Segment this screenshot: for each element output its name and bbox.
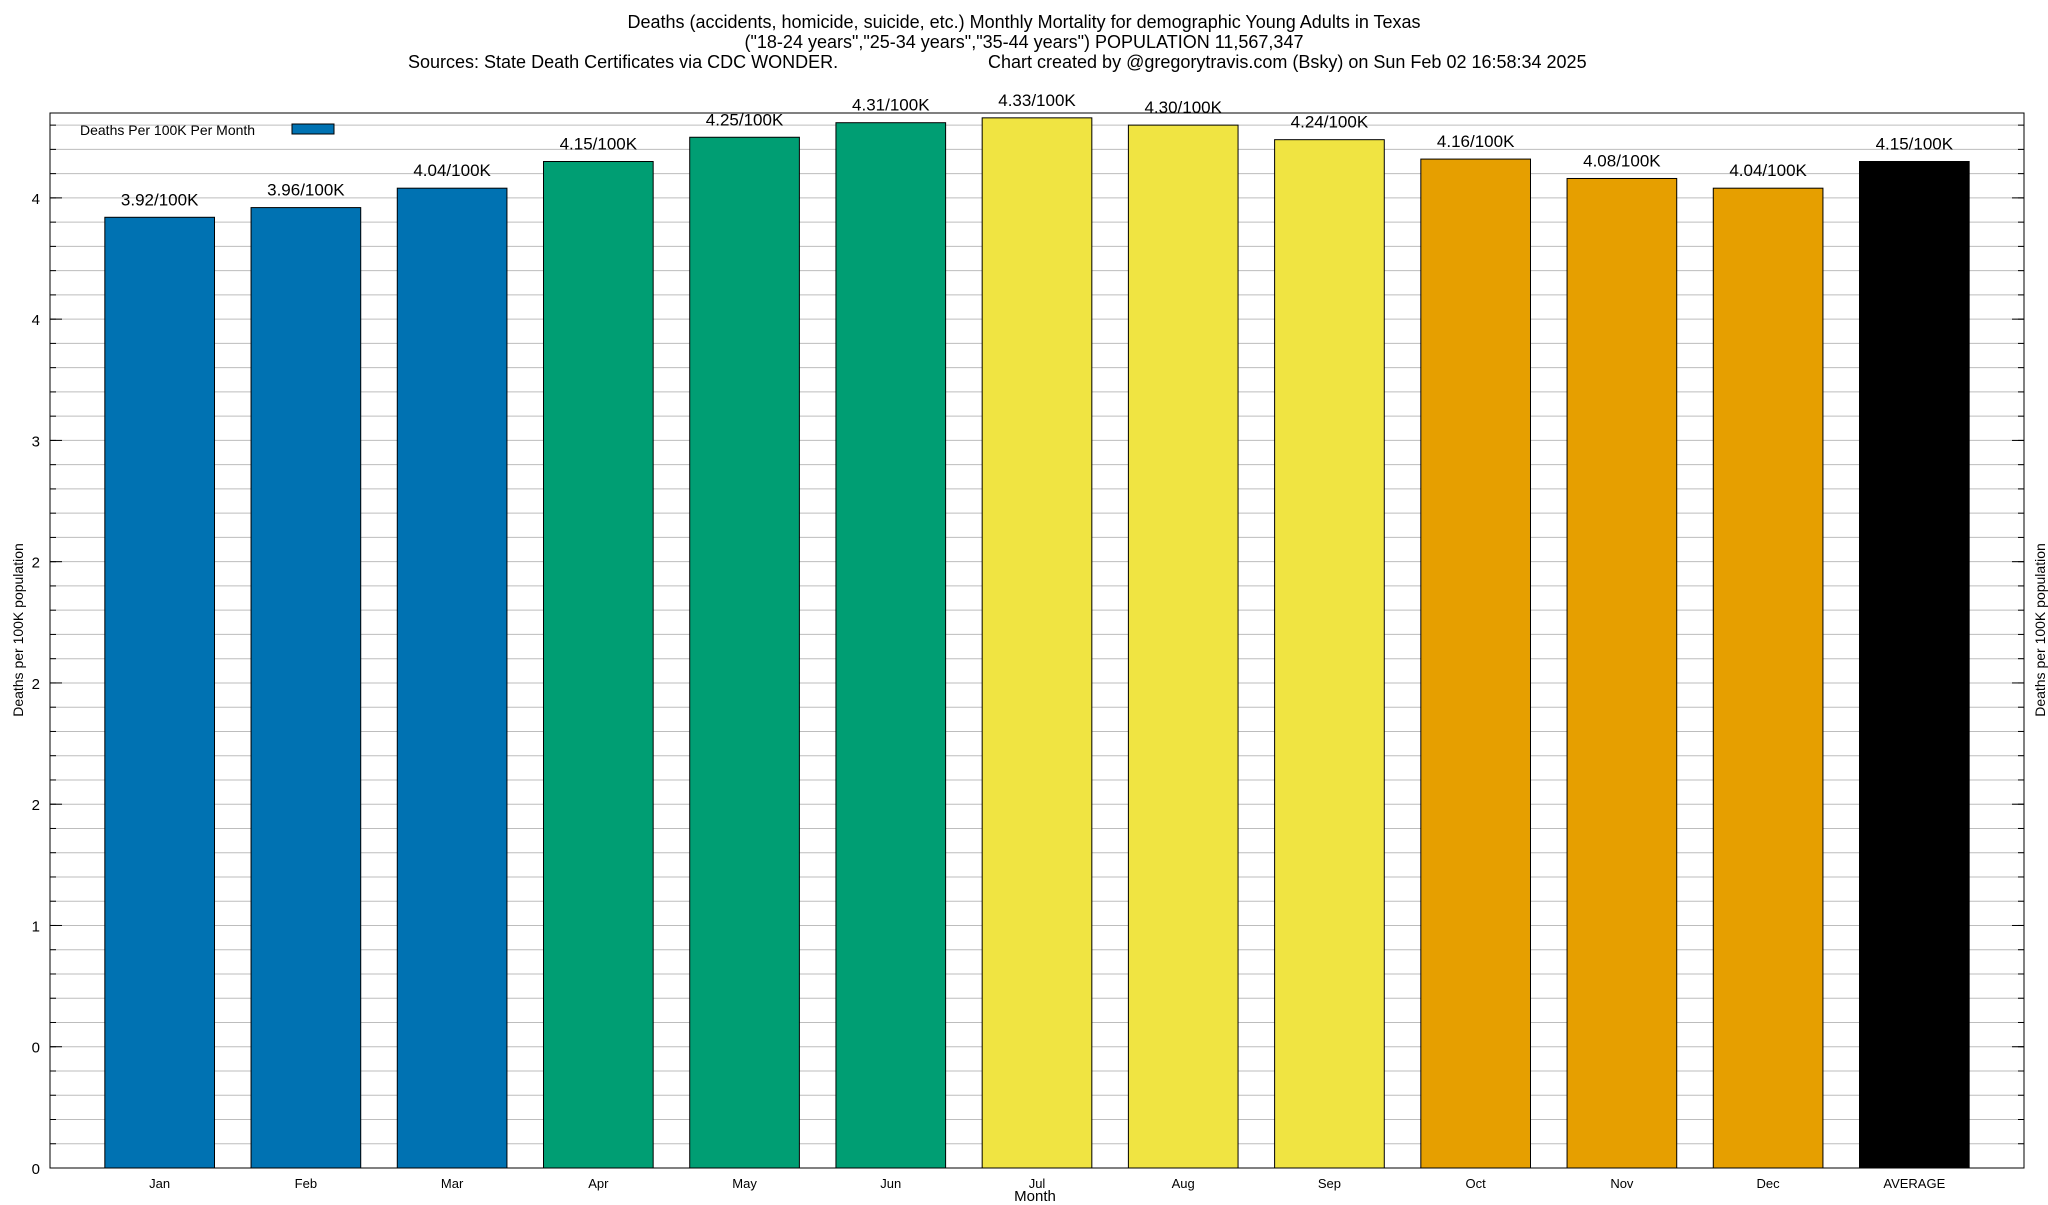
data-label: 4.04/100K [1729, 161, 1807, 180]
legend-swatch [291, 123, 335, 135]
x-tick-label: Nov [1610, 1176, 1634, 1191]
y-tick-label: 2 [32, 555, 40, 572]
data-label: 4.15/100K [560, 135, 638, 154]
data-label: 4.24/100K [1291, 113, 1369, 132]
bar [1566, 177, 1678, 1169]
chart-sources: Sources: State Death Certificates via CD… [408, 52, 839, 72]
data-label: 3.92/100K [121, 190, 199, 209]
chart-title: Deaths (accidents, homicide, suicide, et… [627, 12, 1421, 32]
data-label: 4.16/100K [1437, 132, 1515, 151]
bar [1127, 124, 1239, 1169]
data-label: 4.30/100K [1144, 98, 1222, 117]
x-tick-label: Jan [149, 1176, 170, 1191]
data-label: 4.33/100K [998, 91, 1076, 110]
y-tick-label: 4 [32, 312, 40, 329]
y-tick-label: 2 [32, 797, 40, 814]
x-tick-label: Oct [1466, 1176, 1487, 1191]
data-label: 4.25/100K [706, 110, 784, 129]
x-tick-label: May [732, 1176, 757, 1191]
y-axis-title-right: Deaths per 100K population [2032, 543, 2048, 717]
y-tick-label: 0 [32, 1040, 40, 1057]
x-tick-label: AVERAGE [1883, 1176, 1945, 1191]
bar [1420, 158, 1532, 1169]
bar [981, 117, 1093, 1169]
x-tick-label: Dec [1757, 1176, 1781, 1191]
x-tick-label: Mar [441, 1176, 464, 1191]
bar [835, 122, 947, 1169]
x-axis-title: Month [1014, 1188, 1056, 1205]
x-tick-label: Feb [295, 1176, 317, 1191]
x-tick-label: Apr [588, 1176, 609, 1191]
y-tick-label: 1 [32, 918, 40, 935]
plot-border [49, 112, 2025, 1169]
bar [1274, 139, 1385, 1169]
data-label: 4.08/100K [1583, 151, 1661, 170]
data-label: 4.15/100K [1876, 135, 1954, 154]
chart-subtitle: ("18-24 years","25-34 years","35-44 year… [744, 32, 1304, 52]
bar [1712, 187, 1824, 1169]
y-tick-label: 0 [32, 1161, 40, 1178]
x-tick-label: Jun [880, 1176, 901, 1191]
bar [689, 136, 800, 1169]
bar [250, 207, 362, 1169]
data-label: 4.04/100K [413, 161, 491, 180]
bar [543, 161, 654, 1169]
data-label: 3.96/100K [267, 181, 345, 200]
y-tick-label: 3 [32, 433, 40, 450]
y-axis-title: Deaths per 100K population [10, 543, 26, 717]
data-label: 4.31/100K [852, 96, 930, 115]
x-tick-label: Jul [1029, 1176, 1046, 1191]
chart-credit: Chart created by @gregorytravis.com (Bsk… [988, 52, 1587, 72]
y-tick-label: 4 [32, 191, 40, 208]
bar [396, 187, 508, 1169]
bar [104, 216, 215, 1169]
x-tick-label: Aug [1172, 1176, 1195, 1191]
legend-label: Deaths Per 100K Per Month [80, 122, 255, 138]
bar [1859, 161, 1970, 1169]
y-tick-label: 2 [32, 676, 40, 693]
x-tick-label: Sep [1318, 1176, 1341, 1191]
